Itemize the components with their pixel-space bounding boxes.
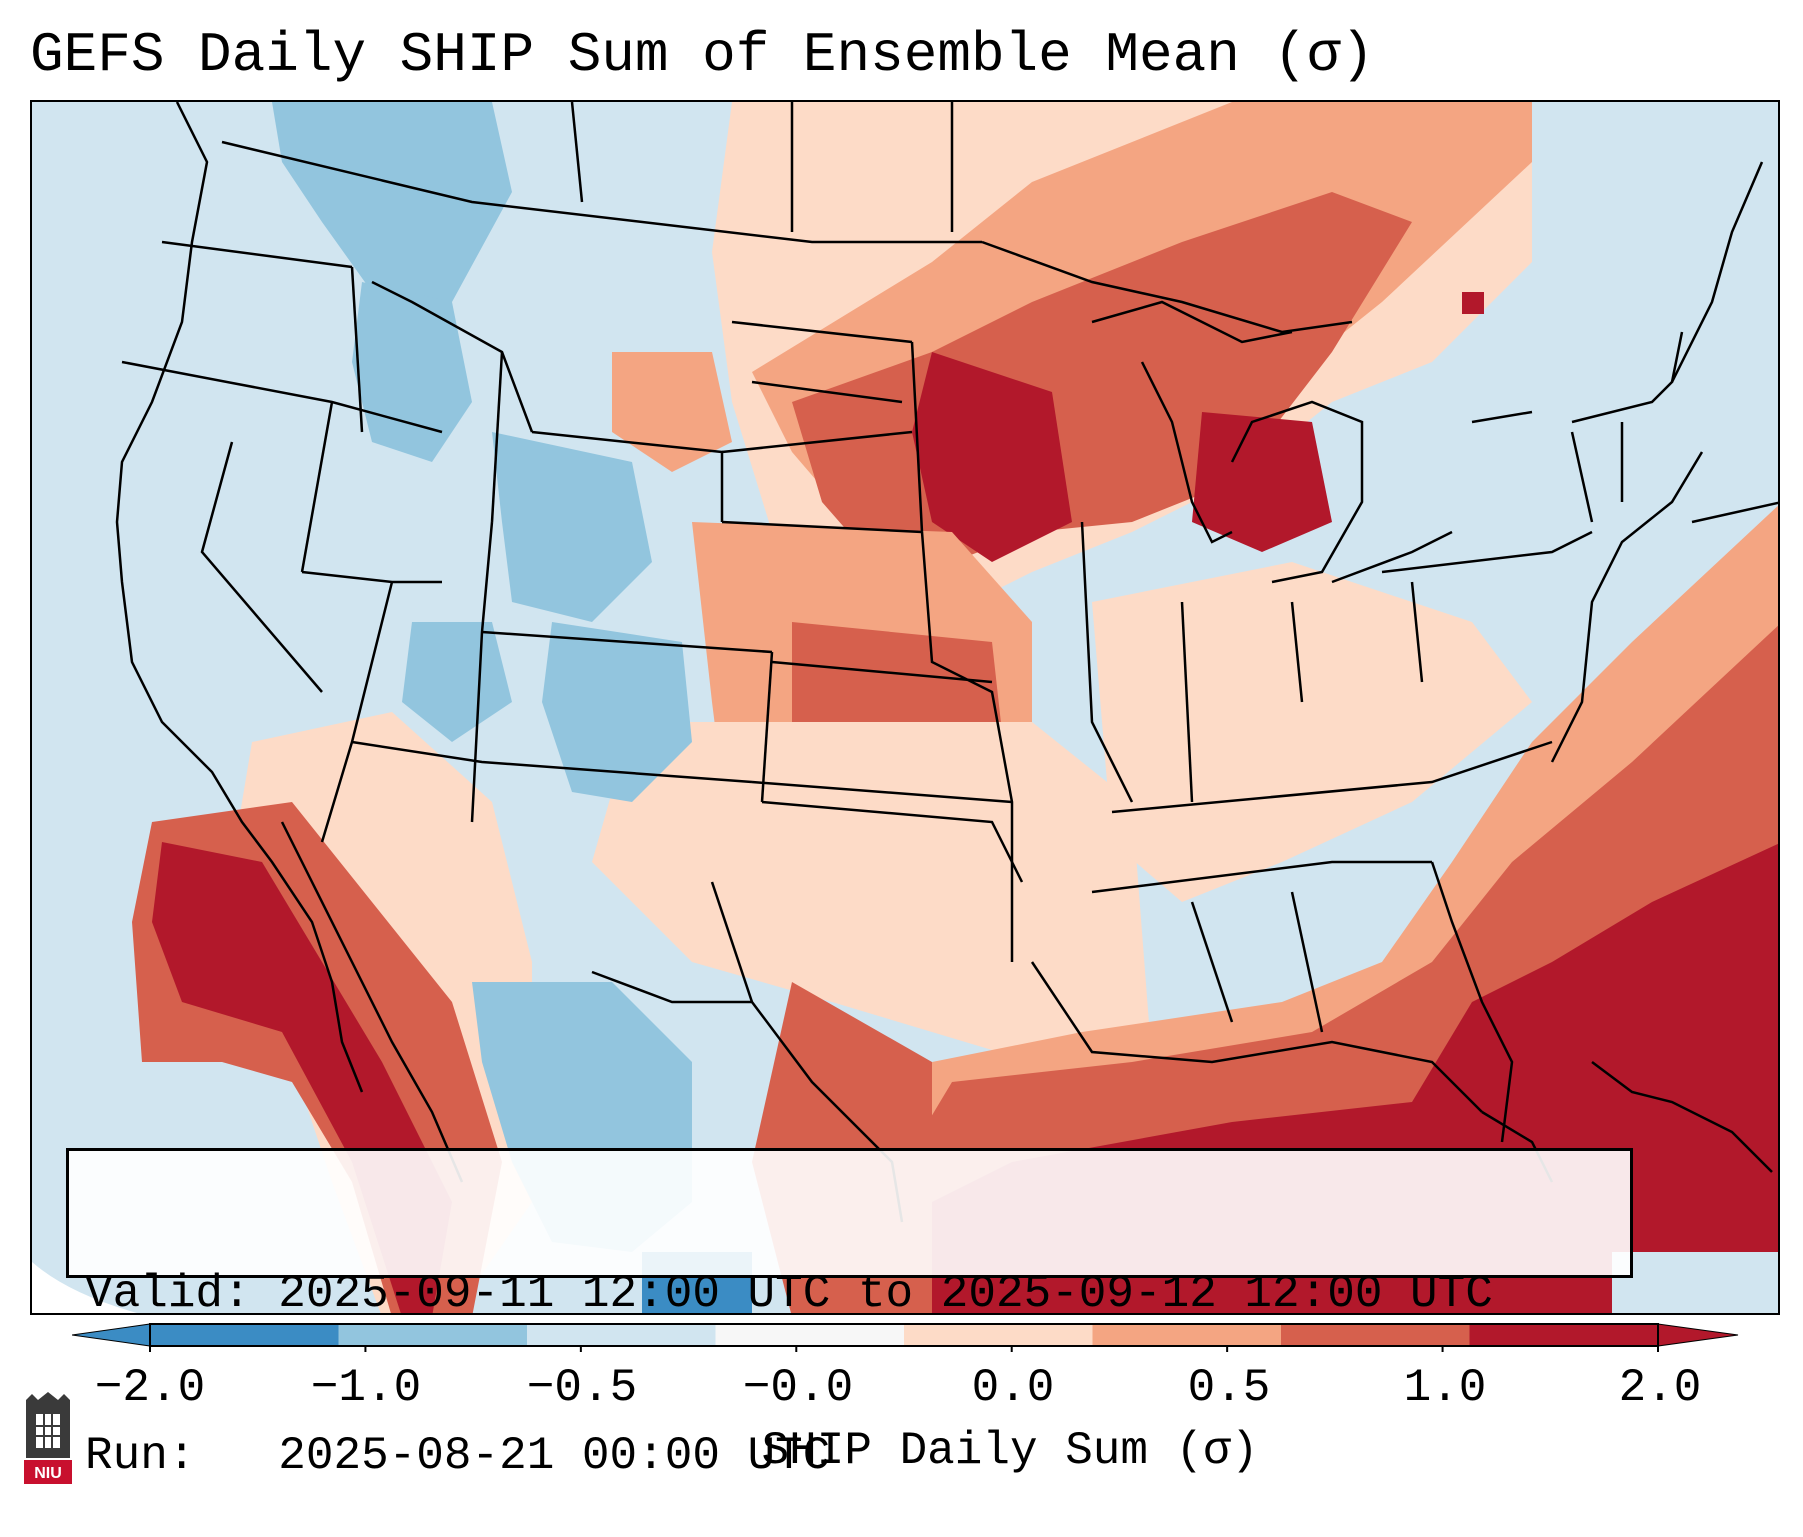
validity-info-box: Valid: 2025-09-11 12:00 UTC to 2025-09-1… (66, 1148, 1633, 1482)
colorbar-tick-label: −2.0 (94, 1362, 206, 1414)
valid-line: Valid: 2025-09-11 12:00 UTC to 2025-09-1… (85, 1267, 1614, 1321)
colorbar (72, 1323, 1739, 1352)
colorbar-tick-label: 0.5 (1187, 1362, 1271, 1414)
colorbar-segment (715, 1324, 905, 1346)
run-time: 2025-08-21 00:00 UTC (278, 1430, 831, 1482)
colorbar-tick-label: 2.0 (1618, 1362, 1702, 1414)
map-panel (30, 100, 1780, 1315)
colorbar-outline (149, 1323, 1659, 1347)
cool-anomaly-layer (272, 102, 1778, 1313)
colorbar-max-extend (1657, 1323, 1739, 1347)
colorbar-segment (1469, 1324, 1659, 1346)
logo-text: NIU (34, 1465, 62, 1482)
colorbar-segment (904, 1324, 1093, 1346)
run-label: Run: (85, 1430, 196, 1482)
valid-label: Valid: (85, 1268, 251, 1320)
valid-time-range: 2025-09-11 12:00 UTC to 2025-09-12 12:00… (278, 1268, 1493, 1320)
colorbar-min-extend (72, 1323, 151, 1347)
colorbar-tick-label: 1.0 (1403, 1362, 1487, 1414)
colorbar-segment (1281, 1324, 1470, 1346)
colorbar-label: SHIP Daily Sum (σ) (761, 1425, 1259, 1477)
chart-title: GEFS Daily SHIP Sum of Ensemble Mean (σ) (30, 23, 1375, 87)
niu-logo: NIU (24, 1392, 72, 1484)
colorbar-tick-label: 0.0 (971, 1362, 1055, 1414)
ship-map (32, 102, 1778, 1313)
state-borders (115, 102, 1778, 1223)
colorbar-segment (338, 1324, 528, 1346)
colorbar-segment (1092, 1324, 1282, 1346)
colorbar-segment (150, 1324, 339, 1346)
colorbar-segment (527, 1324, 716, 1346)
colorbar-tick-label: −1.0 (310, 1362, 422, 1414)
colorbar-tick-label: −0.0 (742, 1362, 854, 1414)
run-line: Run: 2025-08-21 00:00 UTC (85, 1429, 1614, 1483)
projection-edge (32, 1262, 138, 1313)
colorbar-tick-label: −0.5 (526, 1362, 638, 1414)
